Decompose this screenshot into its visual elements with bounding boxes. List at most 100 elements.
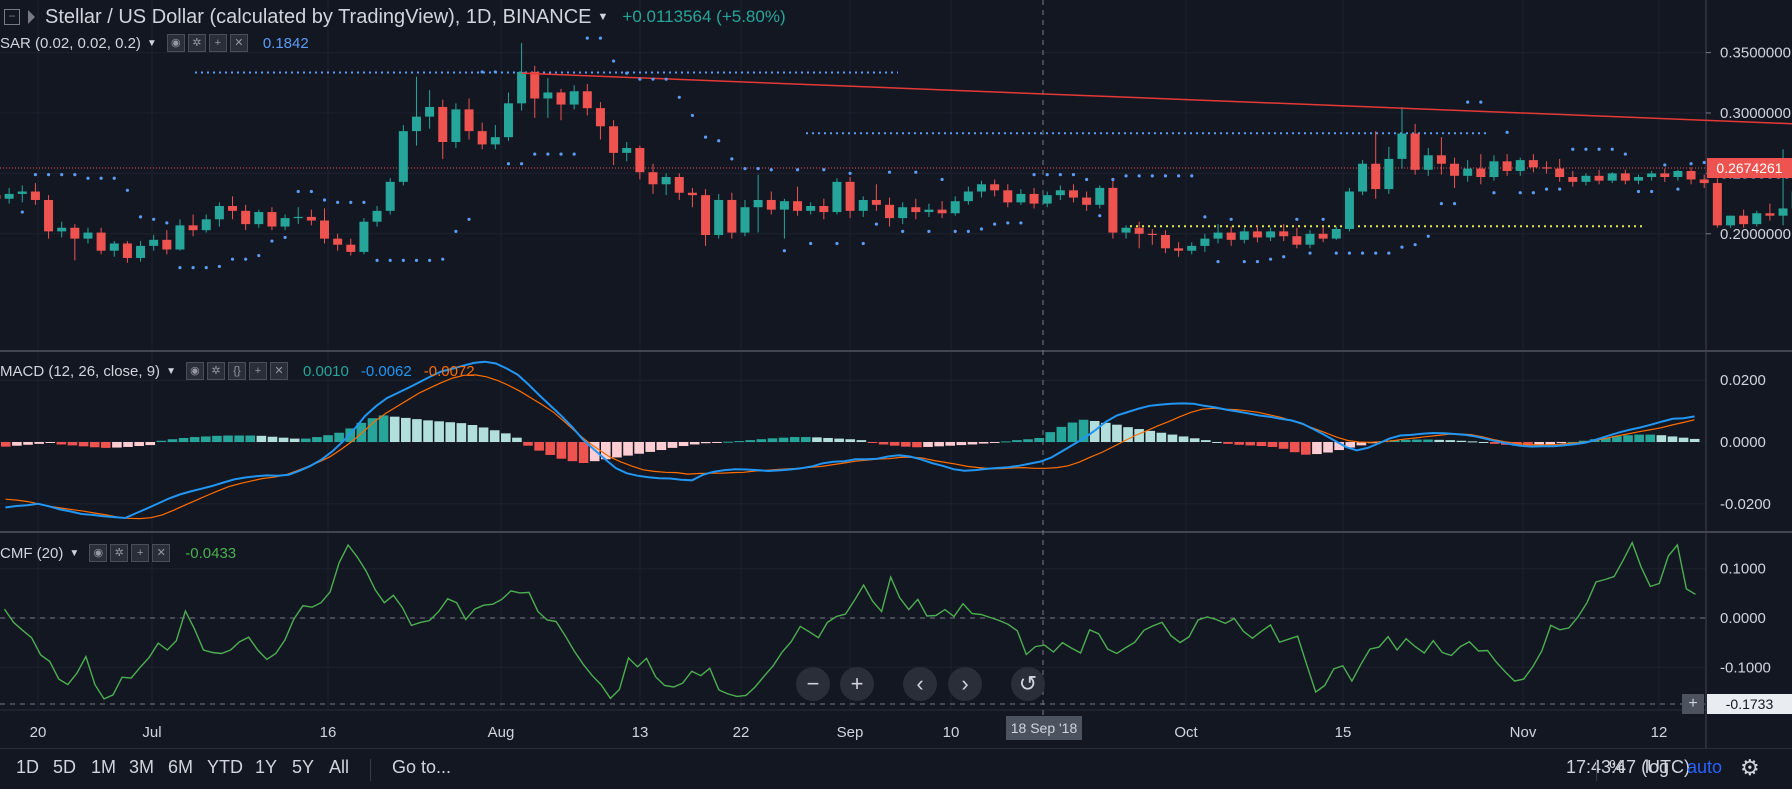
range-3m[interactable]: 3M xyxy=(129,757,154,778)
sar-dot xyxy=(1256,260,1259,263)
range-1y[interactable]: 1Y xyxy=(255,757,277,778)
add-level-icon[interactable]: + xyxy=(1682,694,1704,714)
sar-dot xyxy=(1282,255,1285,258)
candle-body xyxy=(57,228,66,232)
sar-layer xyxy=(21,37,1792,270)
macd-hist-bar xyxy=(23,442,33,445)
candle-body xyxy=(83,233,92,239)
macd-hist-bar xyxy=(1623,435,1633,442)
range-5y[interactable]: 5Y xyxy=(292,757,314,778)
macd-hist-bar xyxy=(645,442,655,452)
sar-dot xyxy=(651,78,654,81)
macd-hist-bar xyxy=(868,442,878,443)
macd-hist-bar xyxy=(90,442,100,447)
candle-body xyxy=(740,207,749,232)
macd-hist-bar xyxy=(990,442,1000,443)
sar-dot xyxy=(34,173,37,176)
candle-body xyxy=(662,177,671,184)
macd-hist-bar xyxy=(1045,432,1055,442)
macd-hist-bar xyxy=(212,436,222,442)
candle-body xyxy=(964,192,973,202)
candle-body xyxy=(1161,235,1170,248)
chevron-down-icon[interactable]: ▼ xyxy=(598,11,609,23)
eye-icon[interactable]: ◉ xyxy=(186,362,204,380)
sar-dot xyxy=(1479,101,1482,104)
zoom-in-button[interactable]: + xyxy=(840,667,874,701)
macd-hist-bar xyxy=(690,442,700,444)
macd-title[interactable]: MACD (12, 26, close, 9) xyxy=(0,363,160,380)
plus-icon[interactable]: + xyxy=(249,362,267,380)
plus-icon[interactable]: + xyxy=(209,34,227,52)
range-1d[interactable]: 1D xyxy=(16,757,39,778)
close-icon[interactable]: ✕ xyxy=(270,362,288,380)
macd-hist-bar xyxy=(1434,440,1444,442)
sar-dot xyxy=(954,230,957,233)
zoom-out-button[interactable]: − xyxy=(796,667,830,701)
close-icon[interactable]: ✕ xyxy=(230,34,248,52)
go-to-date-button[interactable]: Go to... xyxy=(392,757,451,778)
collapse-icon[interactable]: − xyxy=(4,9,20,25)
scroll-right-button[interactable]: › xyxy=(948,667,982,701)
log-toggle[interactable]: log xyxy=(1645,757,1669,778)
eye-icon[interactable]: ◉ xyxy=(167,34,185,52)
sar-dot xyxy=(1072,173,1075,176)
source-code-icon[interactable]: {} xyxy=(228,362,246,380)
plus-icon[interactable]: + xyxy=(131,544,149,562)
chevron-down-icon[interactable]: ▼ xyxy=(147,38,157,49)
candle-body xyxy=(31,192,40,200)
scroll-left-button[interactable]: ‹ xyxy=(903,667,937,701)
cmf-title[interactable]: CMF (20) xyxy=(0,545,63,562)
candle-body xyxy=(18,192,27,194)
macd-hist-bar xyxy=(945,442,955,446)
cmf-axis-label: -0.1000 xyxy=(1720,659,1771,676)
sar-dot xyxy=(914,171,917,174)
candle-body xyxy=(938,210,947,214)
macd-hist-bar xyxy=(612,442,622,457)
gear-icon[interactable]: ✲ xyxy=(110,544,128,562)
range-1m[interactable]: 1M xyxy=(91,757,116,778)
sar-dot xyxy=(743,167,746,170)
sar-dot xyxy=(1098,214,1101,217)
symbol-title[interactable]: Stellar / US Dollar (calculated by Tradi… xyxy=(45,6,592,29)
candle-body xyxy=(780,201,789,209)
clock-label[interactable]: 17:43:47 (UTC) xyxy=(1566,757,1690,778)
percent-toggle[interactable]: % xyxy=(1609,757,1625,778)
sar-dot xyxy=(100,177,103,180)
candle-body xyxy=(1056,190,1065,195)
candle-body xyxy=(386,182,395,211)
candle-body xyxy=(1082,198,1091,205)
gear-icon[interactable]: ✲ xyxy=(188,34,206,52)
macd-hist-bar xyxy=(390,417,400,442)
candle-body xyxy=(0,195,1,199)
range-all[interactable]: All xyxy=(329,757,349,778)
range-6m[interactable]: 6M xyxy=(168,757,193,778)
candle-body xyxy=(1016,194,1025,202)
sar-dot xyxy=(1203,215,1206,218)
range-ytd[interactable]: YTD xyxy=(207,757,243,778)
sar-dot xyxy=(1046,173,1049,176)
macd-hist-bar xyxy=(1112,425,1122,442)
reset-chart-button[interactable]: ↺ xyxy=(1011,667,1045,701)
sar-dot xyxy=(1164,174,1167,177)
candle-body xyxy=(294,217,303,218)
macd-hist-bar xyxy=(879,442,889,444)
gear-icon[interactable]: ✲ xyxy=(207,362,225,380)
sar-title[interactable]: SAR (0.02, 0.02, 0.2) xyxy=(0,35,141,52)
macd-legend: MACD (12, 26, close, 9) ▼ ◉ ✲ {} + ✕ 0.0… xyxy=(0,360,475,382)
auto-toggle[interactable]: auto xyxy=(1687,757,1722,778)
candle-body xyxy=(1214,233,1223,239)
time-axis-label: 15 xyxy=(1335,724,1352,741)
macd-hist-bar xyxy=(34,442,44,444)
gear-icon[interactable]: ⚙ xyxy=(1740,755,1760,781)
close-icon[interactable]: ✕ xyxy=(152,544,170,562)
candle-body xyxy=(1516,160,1525,171)
flag-icon[interactable] xyxy=(28,10,35,24)
candle-body xyxy=(162,240,171,250)
chevron-down-icon[interactable]: ▼ xyxy=(166,366,176,377)
macd-hist-bar xyxy=(168,439,178,442)
sar-dot xyxy=(967,230,970,233)
candle-body xyxy=(688,193,697,195)
chevron-down-icon[interactable]: ▼ xyxy=(69,548,79,559)
eye-icon[interactable]: ◉ xyxy=(89,544,107,562)
range-5d[interactable]: 5D xyxy=(53,757,76,778)
